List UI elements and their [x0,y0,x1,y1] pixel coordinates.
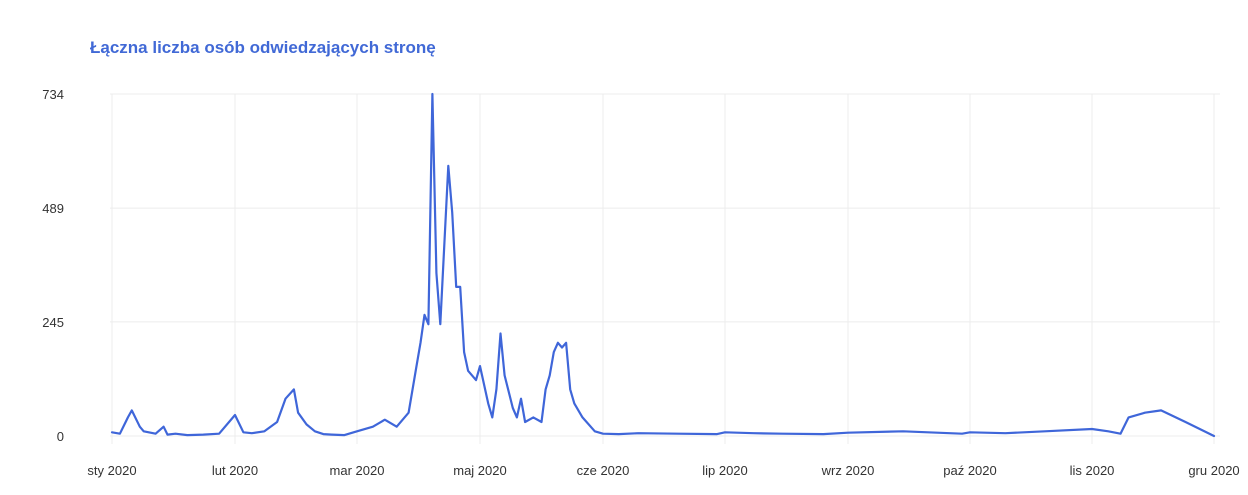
y-tick-label: 245 [42,315,64,330]
x-axis-ticks: sty 2020 lut 2020 mar 2020 maj 2020 cze 2020… [87,463,1239,478]
y-tick-label: 489 [42,201,64,216]
y-axis-ticks: 0 245 489 734 [42,87,64,444]
y-tick-label: 734 [42,87,64,102]
chart-title: Łączna liczba osób odwiedzających stronę [90,38,436,57]
x-tick-label: lip 2020 [702,463,748,478]
x-tick-label: sty 2020 [87,463,136,478]
x-tick-label: cze 2020 [577,463,630,478]
x-tick-label: gru 2020 [1188,463,1239,478]
x-tick-label: mar 2020 [330,463,385,478]
grid [110,93,1220,444]
series-line [110,92,1216,438]
series-lines [110,92,1216,438]
y-tick-label: 0 [57,429,64,444]
x-tick-label: lut 2020 [212,463,258,478]
x-tick-label: lis 2020 [1070,463,1115,478]
x-tick-label: wrz 2020 [821,463,875,478]
x-tick-label: paź 2020 [943,463,997,478]
x-tick-label: maj 2020 [453,463,506,478]
